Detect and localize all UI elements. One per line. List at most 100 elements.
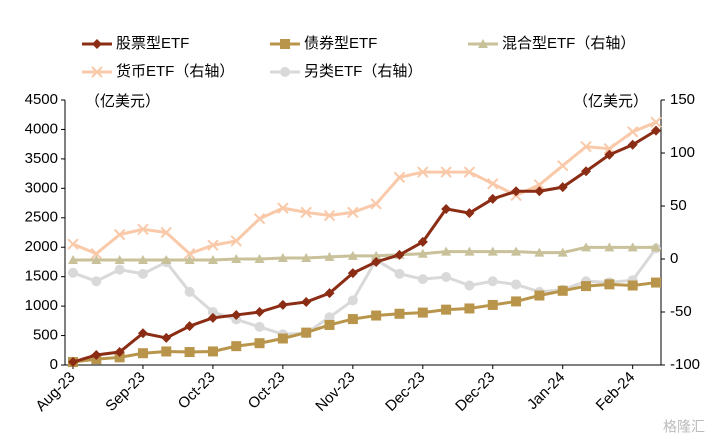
- y-tick-label: 2000: [25, 238, 58, 255]
- point: [534, 290, 545, 301]
- point: [184, 286, 195, 297]
- point: [301, 252, 312, 262]
- x-tick-label: Jan-24: [524, 369, 568, 413]
- point: [231, 309, 242, 320]
- point: [651, 242, 661, 252]
- point: [347, 295, 358, 306]
- point: [114, 352, 125, 363]
- point: [394, 268, 405, 279]
- point: [91, 255, 102, 265]
- legend-label: 债券型ETF: [304, 35, 377, 52]
- point: [184, 321, 195, 332]
- legend-label: 混合型ETF（右轴）: [502, 35, 635, 52]
- point: [417, 274, 428, 285]
- point: [464, 303, 475, 314]
- legend-label: 货币ETF（右轴）: [116, 63, 234, 80]
- point: [370, 198, 382, 210]
- point: [324, 312, 335, 323]
- point: [581, 166, 592, 177]
- y2-tick-label: -50: [670, 303, 692, 320]
- point: [463, 166, 476, 178]
- x-tick-label: Oct-23: [175, 369, 219, 413]
- point: [207, 346, 218, 357]
- point: [417, 166, 429, 178]
- point: [91, 276, 102, 287]
- series-line: [72, 281, 657, 364]
- point: [534, 247, 545, 257]
- point: [207, 239, 219, 251]
- point: [68, 267, 78, 278]
- point: [137, 328, 148, 339]
- y-tick-label: 3500: [25, 150, 58, 167]
- point: [137, 255, 148, 265]
- point: [90, 247, 103, 260]
- y-tick-label: 4000: [25, 120, 58, 137]
- y2-tick-label: -100: [670, 356, 700, 373]
- point: [114, 347, 125, 358]
- x-tick-label: Sep-23: [102, 369, 148, 415]
- point: [67, 238, 79, 250]
- point: [394, 308, 405, 319]
- x-tick-label: Nov-23: [312, 369, 358, 415]
- point: [323, 209, 336, 222]
- point: [324, 319, 335, 330]
- point: [254, 321, 265, 332]
- point: [487, 299, 498, 310]
- legend-marker: [280, 67, 290, 77]
- point: [441, 304, 452, 315]
- point: [417, 307, 428, 318]
- point: [277, 299, 288, 310]
- point: [534, 186, 545, 197]
- point: [371, 310, 382, 321]
- legend-label: 另类ETF（右轴）: [304, 63, 422, 80]
- point: [440, 166, 452, 178]
- x-tick-label: Oct-23: [245, 369, 289, 413]
- point: [301, 327, 312, 338]
- point: [324, 251, 335, 261]
- point: [393, 171, 406, 184]
- point: [231, 341, 242, 352]
- legend-label: 股票型ETF: [116, 35, 189, 52]
- y2-tick-label: 50: [670, 197, 687, 214]
- x-tick-label: Feb-24: [593, 369, 639, 415]
- point: [207, 312, 218, 323]
- point: [161, 346, 172, 357]
- legend-marker: [92, 39, 102, 49]
- point: [277, 202, 289, 214]
- point: [137, 348, 148, 359]
- series-line: [72, 129, 657, 364]
- point: [183, 247, 196, 260]
- point: [511, 246, 522, 256]
- point: [650, 116, 662, 128]
- point: [604, 279, 615, 290]
- point: [207, 307, 218, 317]
- point: [184, 255, 195, 265]
- point: [627, 280, 638, 291]
- x-tick-label: Dec-23: [382, 369, 428, 415]
- point: [114, 255, 125, 265]
- series-line: [72, 120, 657, 256]
- y2-axis-label: （亿美元）: [573, 93, 648, 110]
- point: [557, 285, 568, 296]
- point: [254, 307, 265, 317]
- point: [161, 255, 172, 265]
- point: [394, 249, 405, 260]
- point: [184, 347, 195, 358]
- y-axis-label: （亿美元）: [85, 93, 160, 110]
- point: [91, 349, 102, 360]
- point: [417, 236, 428, 247]
- point: [324, 288, 335, 299]
- point: [487, 178, 499, 190]
- y-tick-label: 4500: [25, 91, 58, 108]
- point: [161, 332, 172, 343]
- point: [581, 242, 592, 252]
- point: [301, 296, 312, 307]
- y-tick-label: 500: [33, 327, 58, 344]
- point: [580, 140, 592, 153]
- x-tick-label: Aug-23: [32, 369, 78, 415]
- point: [441, 246, 452, 256]
- y-tick-label: 0: [50, 356, 58, 373]
- y-tick-label: 3000: [25, 179, 58, 196]
